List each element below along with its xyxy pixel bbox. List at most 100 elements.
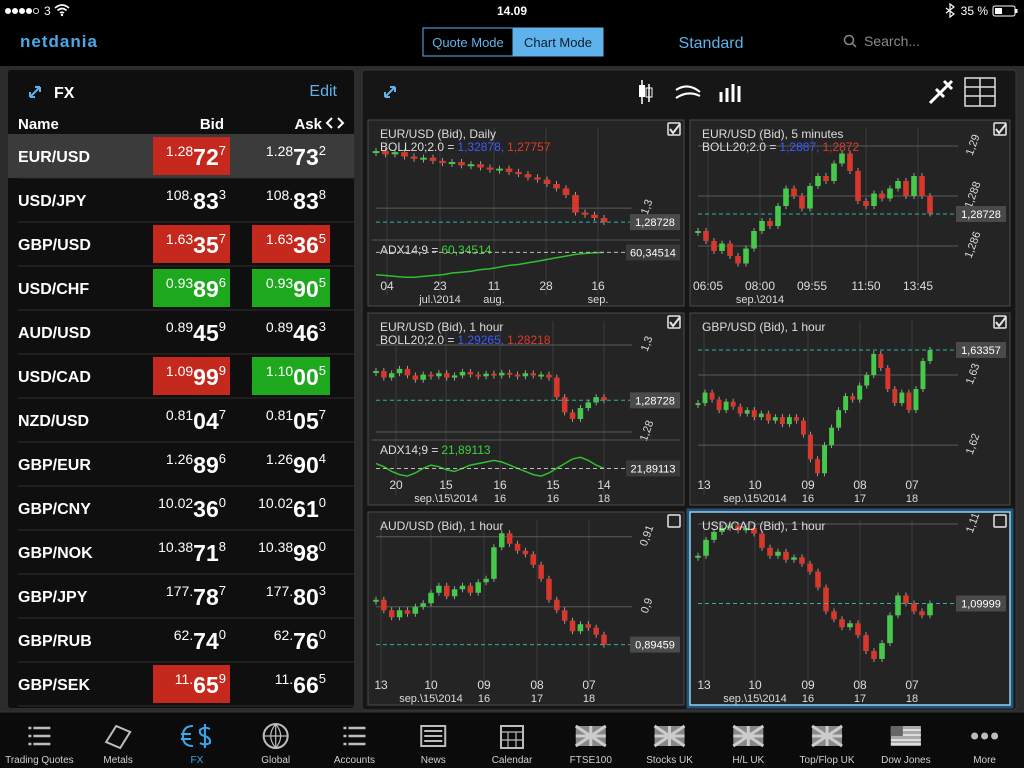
tab-label[interactable]: FX (191, 755, 204, 766)
tab-label[interactable]: Dow Jones (881, 755, 930, 766)
candle (719, 243, 725, 251)
price-prefix: 1.26 (166, 451, 193, 467)
price-label-box (630, 392, 680, 409)
price: 1.63365 (266, 231, 326, 258)
layout-selector[interactable]: Standard (679, 35, 744, 52)
candle (451, 589, 458, 597)
tab-label[interactable]: FTSE100 (570, 755, 613, 766)
candle (823, 587, 829, 612)
candle (391, 152, 399, 155)
tab-label[interactable]: Top/Flop UK (800, 755, 855, 766)
candle-icon-body (639, 85, 645, 97)
candle (727, 243, 733, 256)
candle (534, 177, 541, 180)
candle (436, 373, 442, 377)
candle (459, 585, 466, 590)
tools-icon[interactable] (928, 79, 954, 105)
candle (506, 533, 513, 544)
chart-checkbox[interactable] (993, 315, 1007, 329)
candle (843, 396, 849, 411)
boll-upper: 1,29265, (457, 333, 504, 347)
price-prefix: 1.09 (166, 363, 193, 379)
candle (911, 176, 917, 196)
chart-checkbox[interactable] (993, 514, 1007, 528)
price-prefix: 1.26 (266, 451, 293, 467)
price: 1.28727 (166, 143, 226, 170)
tab-label[interactable]: More (973, 755, 996, 766)
chart-checkbox[interactable] (667, 514, 681, 528)
chart-panel[interactable] (367, 511, 685, 706)
signal-dot (11, 7, 18, 14)
x-tick-label: 13 (374, 678, 388, 692)
search-icon-handle (851, 42, 857, 48)
tab-label[interactable]: Metals (103, 755, 132, 766)
candle (758, 413, 764, 418)
tab-label[interactable]: Calendar (492, 755, 533, 766)
price-label: 1,09999 (961, 598, 1001, 610)
candle (561, 610, 568, 621)
candle (530, 373, 536, 376)
price-pip: 0 (319, 539, 326, 554)
expand-icon[interactable] (29, 86, 41, 98)
price-highlight (252, 269, 330, 307)
tab-label[interactable]: Stocks UK (646, 755, 693, 766)
candle (593, 627, 599, 635)
candle (903, 181, 909, 196)
selected-glow (686, 508, 1014, 709)
chart-checkbox[interactable] (667, 122, 681, 136)
price-pip: 7 (319, 407, 326, 422)
candle (412, 606, 419, 614)
carrier: 3 (44, 4, 51, 18)
x-tick-label: 13 (697, 478, 711, 492)
chart-panel[interactable] (367, 119, 685, 307)
price: 1.63357 (166, 231, 226, 258)
candle (601, 634, 607, 645)
search-field[interactable]: Search... (864, 33, 920, 49)
mode-label[interactable]: Chart Mode (524, 35, 592, 50)
candle (759, 221, 765, 231)
swap-columns-icon[interactable] (325, 117, 345, 129)
tab-label[interactable]: H/L UK (732, 755, 764, 766)
candle (538, 374, 544, 377)
x-tick-label: 10 (748, 478, 762, 492)
chart-checkbox[interactable] (993, 122, 1007, 136)
price-main: 36 (193, 496, 219, 522)
x-sub-label: 18 (583, 693, 595, 705)
y-tick-label: 1,3 (639, 335, 656, 353)
price-highlight (252, 357, 330, 395)
volume-icon[interactable] (719, 84, 741, 102)
price-main: 98 (293, 540, 319, 566)
tab-label[interactable]: Trading Quotes (5, 755, 74, 766)
candle-icon-body (645, 87, 653, 98)
price: 1.28732 (266, 143, 326, 170)
candle (483, 578, 489, 583)
candle (448, 162, 456, 165)
mode-button[interactable] (512, 27, 604, 57)
price-main: 99 (193, 364, 219, 390)
x-tick-label: 11 (488, 279, 501, 293)
candle (808, 434, 813, 460)
price-prefix: 11. (275, 671, 293, 687)
mode-button[interactable] (422, 27, 514, 57)
indicator-icon[interactable] (675, 85, 701, 99)
mode-label[interactable]: Quote Mode (432, 35, 504, 50)
candle (554, 599, 560, 611)
candle (879, 643, 885, 660)
x-sub-label: 16 (547, 493, 559, 505)
price: 62.760 (274, 627, 326, 654)
price: 108.838 (266, 187, 326, 214)
tab-label[interactable]: Accounts (334, 755, 375, 766)
boll-label: BOLL20;2.0 = (380, 140, 454, 154)
instrument-name: EUR/USD (18, 149, 90, 166)
edit-button[interactable]: Edit (309, 83, 337, 100)
candle (499, 372, 505, 376)
chart-checkbox[interactable] (667, 315, 681, 329)
candle (727, 525, 733, 528)
x-sub-label: sep.\2014 (736, 294, 784, 306)
tab-label[interactable]: News (421, 755, 446, 766)
expand-icon[interactable] (384, 86, 396, 98)
tab-label[interactable]: Global (261, 755, 290, 766)
candle (372, 151, 380, 154)
candle (499, 533, 505, 548)
price-pip: 0 (219, 627, 226, 642)
